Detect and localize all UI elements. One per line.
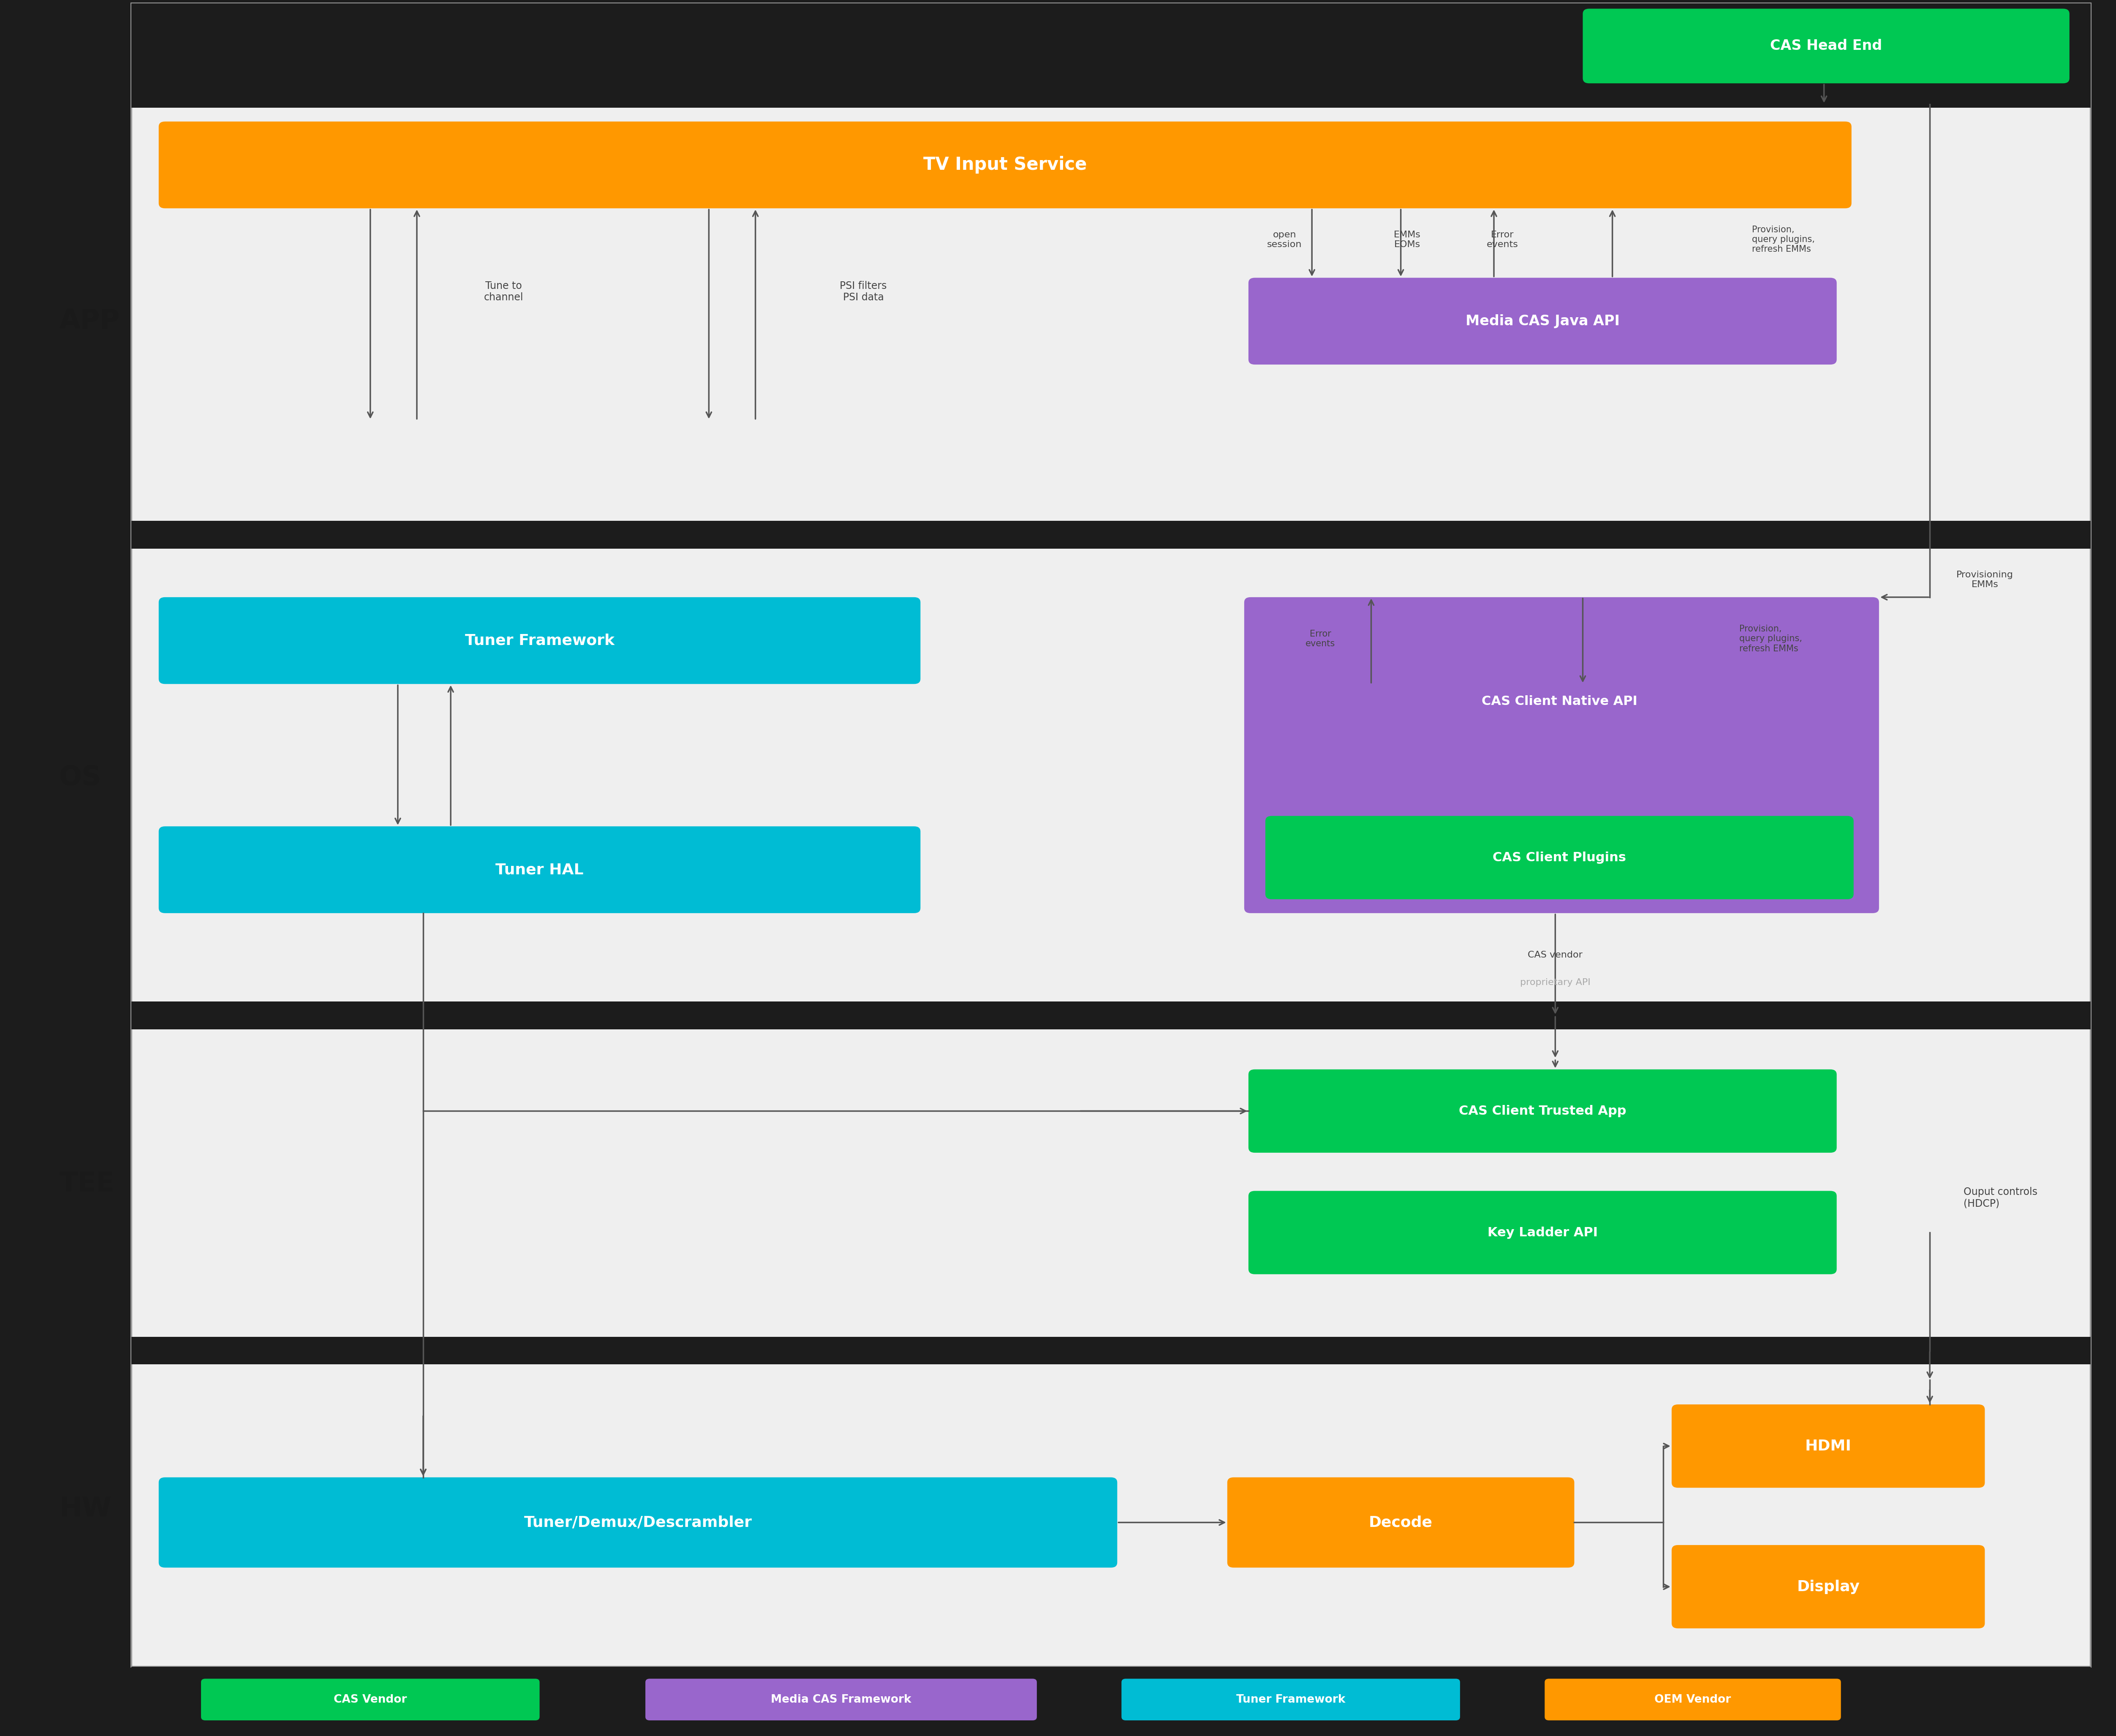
Bar [131, 521, 2091, 549]
Text: TV Input Service: TV Input Service [923, 156, 1088, 174]
FancyBboxPatch shape [159, 122, 1852, 208]
FancyBboxPatch shape [201, 1679, 540, 1720]
Text: CAS Head End: CAS Head End [1771, 38, 1881, 54]
Text: CAS Client Plugins: CAS Client Plugins [1492, 851, 1627, 865]
FancyBboxPatch shape [1265, 816, 1854, 899]
FancyBboxPatch shape [1672, 1404, 1985, 1488]
Text: proprietary API: proprietary API [1519, 979, 1591, 986]
Text: CAS Vendor: CAS Vendor [334, 1694, 406, 1705]
Text: Display: Display [1796, 1580, 1860, 1594]
Bar [131, 3, 2091, 108]
FancyBboxPatch shape [1545, 1679, 1841, 1720]
FancyBboxPatch shape [159, 597, 920, 684]
FancyBboxPatch shape [159, 1477, 1117, 1568]
FancyBboxPatch shape [1244, 597, 1879, 913]
Text: Media CAS Java API: Media CAS Java API [1466, 314, 1619, 328]
Text: Provisioning
EMMs: Provisioning EMMs [1957, 571, 2012, 589]
Text: Error
events: Error events [1488, 231, 1517, 248]
FancyBboxPatch shape [1672, 1545, 1985, 1628]
Text: OEM Vendor: OEM Vendor [1655, 1694, 1731, 1705]
Text: CAS Client Trusted App: CAS Client Trusted App [1458, 1104, 1627, 1118]
Text: EMMs
EOMs: EMMs EOMs [1394, 231, 1420, 248]
Text: CAS vendor: CAS vendor [1528, 951, 1583, 958]
Text: Decode: Decode [1369, 1516, 1433, 1529]
Text: Error
events: Error events [1306, 630, 1335, 648]
FancyBboxPatch shape [1248, 1191, 1837, 1274]
Text: open
session: open session [1267, 231, 1301, 248]
Text: Tune to
channel: Tune to channel [485, 281, 523, 302]
FancyBboxPatch shape [645, 1679, 1037, 1720]
Text: TEE: TEE [59, 1170, 114, 1198]
Text: PSI filters
PSI data: PSI filters PSI data [840, 281, 887, 302]
Text: Tuner Framework: Tuner Framework [466, 634, 614, 648]
FancyBboxPatch shape [131, 3, 2091, 1667]
FancyBboxPatch shape [159, 826, 920, 913]
Text: Ouput controls
(HDCP): Ouput controls (HDCP) [1964, 1187, 2038, 1208]
FancyBboxPatch shape [1248, 1069, 1837, 1153]
Text: Tuner HAL: Tuner HAL [495, 863, 584, 877]
Bar [131, 1337, 2091, 1364]
Text: Key Ladder API: Key Ladder API [1488, 1226, 1598, 1240]
Bar [131, 1667, 2091, 1736]
FancyBboxPatch shape [1121, 1679, 1460, 1720]
Text: Tuner/Demux/Descrambler: Tuner/Demux/Descrambler [525, 1516, 751, 1529]
FancyBboxPatch shape [1248, 278, 1837, 365]
Text: APP: APP [59, 307, 121, 335]
Text: CAS Client Native API: CAS Client Native API [1481, 694, 1638, 708]
Text: HDMI: HDMI [1805, 1439, 1852, 1453]
Text: Provision,
query plugins,
refresh EMMs: Provision, query plugins, refresh EMMs [1752, 226, 1816, 253]
Text: Media CAS Framework: Media CAS Framework [770, 1694, 912, 1705]
FancyBboxPatch shape [1227, 1477, 1574, 1568]
Bar [131, 1002, 2091, 1029]
Text: Tuner Framework: Tuner Framework [1236, 1694, 1346, 1705]
Text: OS: OS [59, 764, 102, 792]
FancyBboxPatch shape [1583, 9, 2069, 83]
Text: HW: HW [59, 1495, 112, 1522]
Text: Provision,
query plugins,
refresh EMMs: Provision, query plugins, refresh EMMs [1739, 625, 1803, 653]
